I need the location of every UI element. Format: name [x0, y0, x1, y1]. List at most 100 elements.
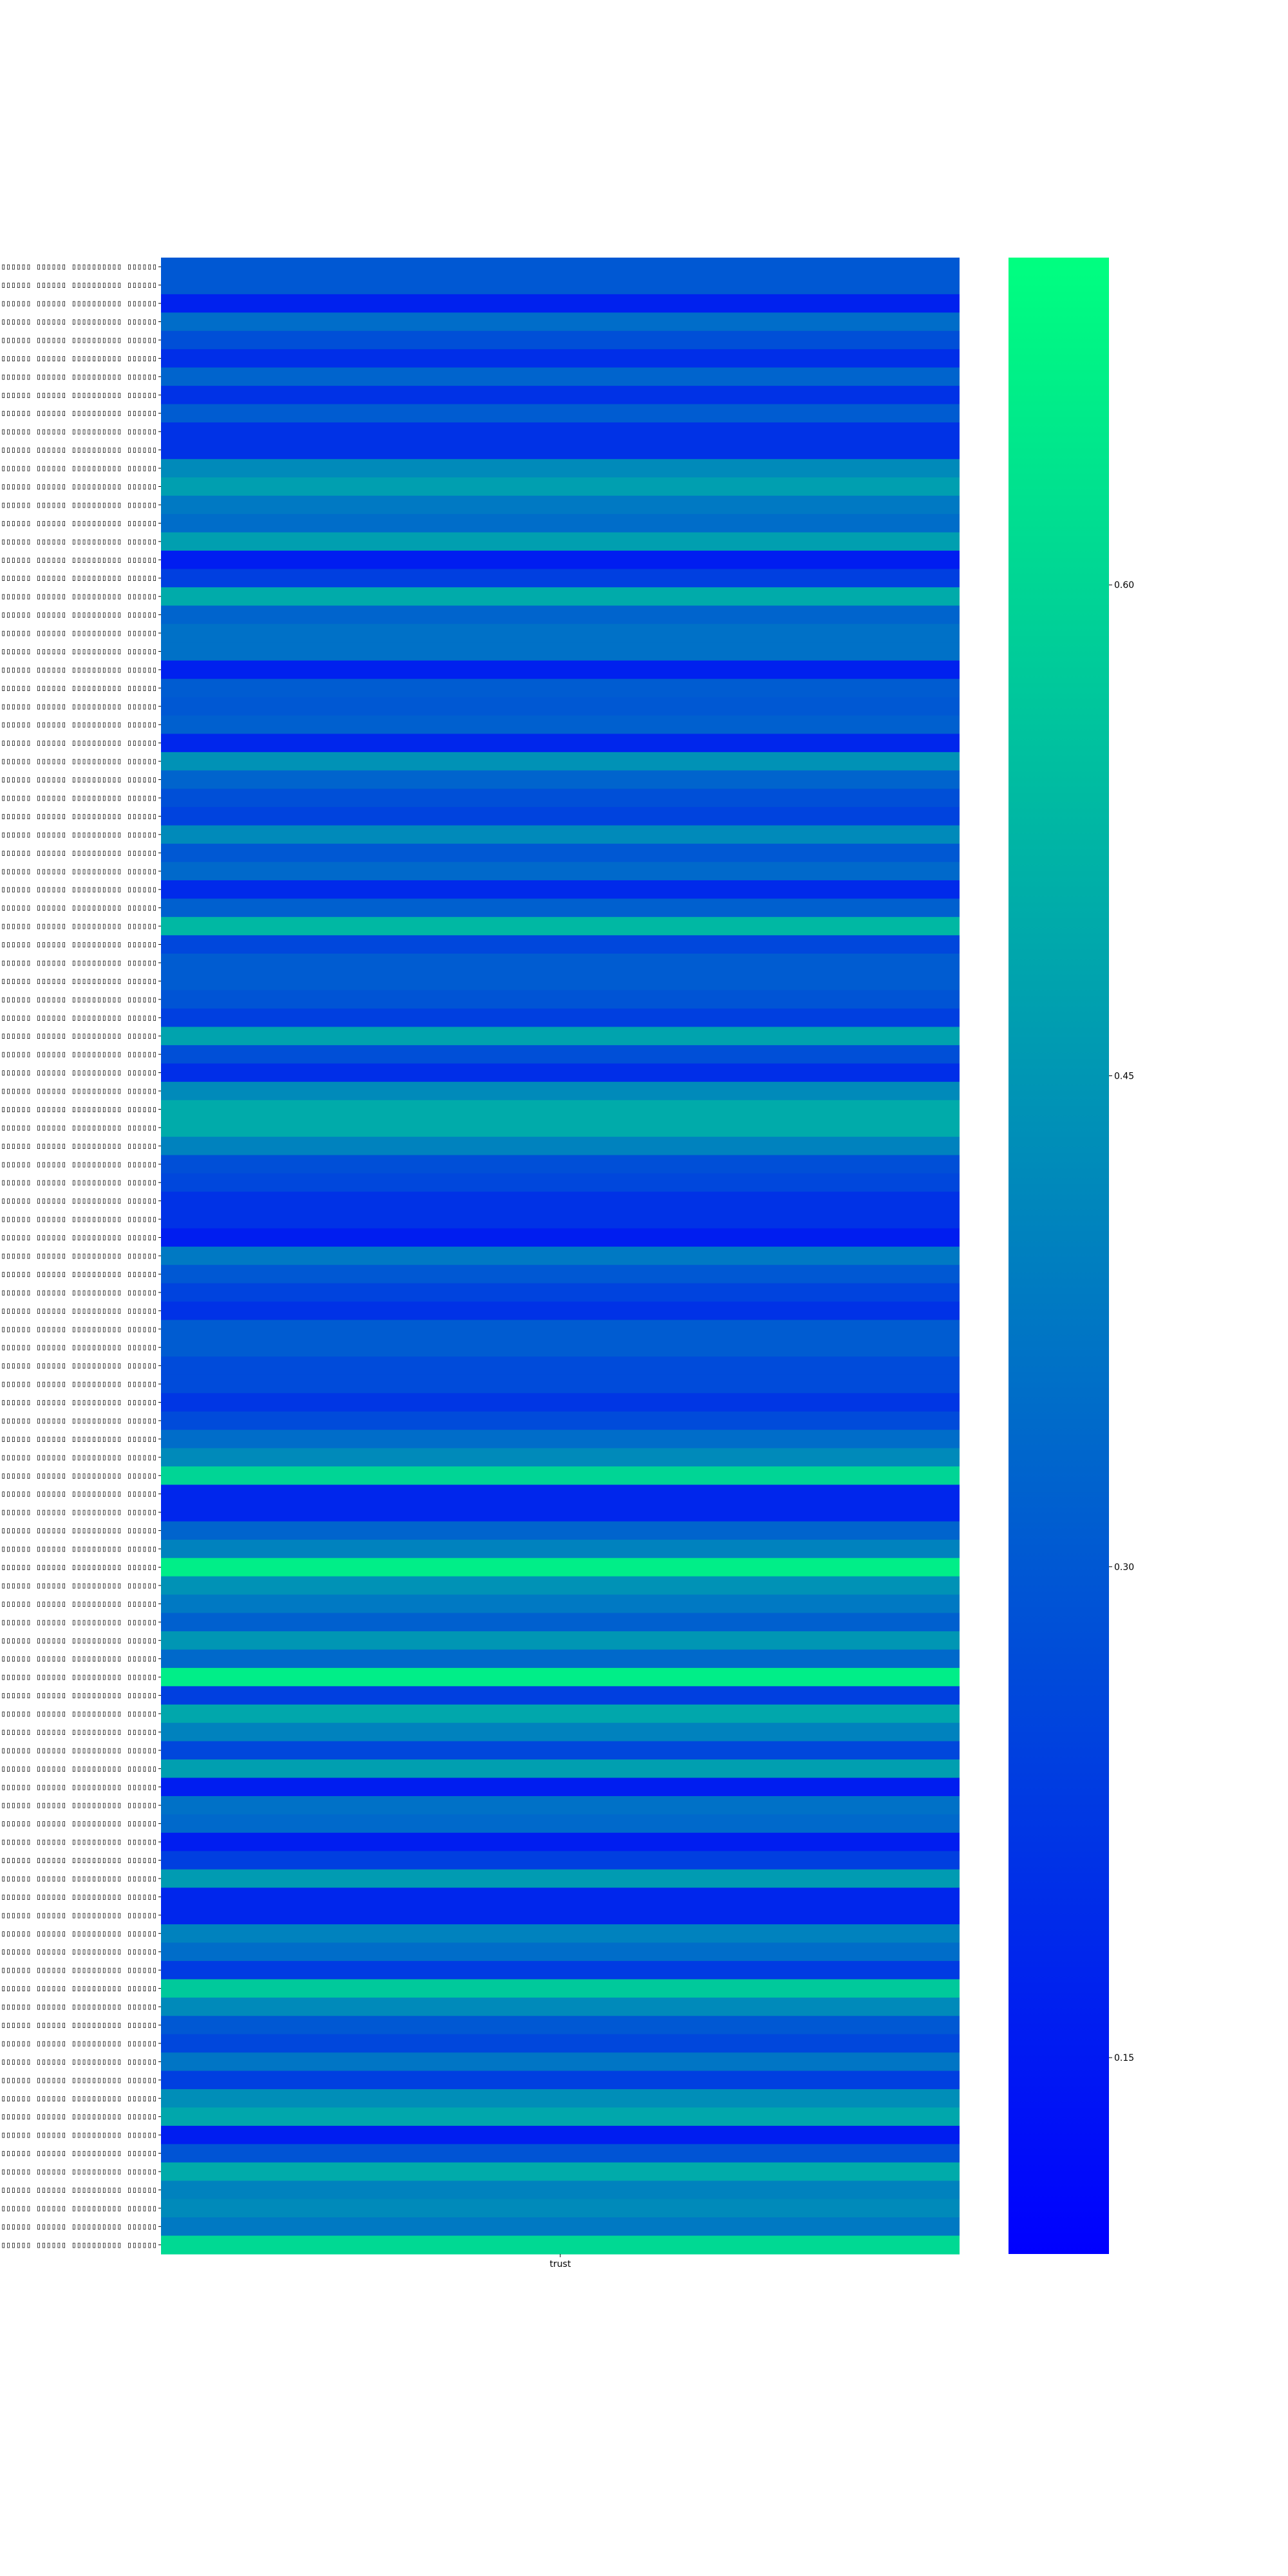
x-tick-label: trust: [550, 2259, 571, 2269]
heatmap-cell: [161, 330, 960, 350]
heatmap-cell: [161, 1667, 960, 1687]
row-label: ▯▯▯▯▯▯▯▯▯▯▯▯▯▯▯▯▯ ▯▯▯▯▯▯ ▯▯▯▯▯▯▯▯▯▯ ▯▯▯▯…: [0, 464, 157, 473]
row-label: ▯▯▯▯▯▯▯▯▯▯▯▯▯▯▯▯▯ ▯▯▯▯▯▯ ▯▯▯▯▯▯▯▯▯▯ ▯▯▯▯…: [0, 1068, 157, 1078]
row-label: ▯▯▯▯▯▯▯▯▯▯▯▯▯▯▯▯▯ ▯▯▯▯▯▯ ▯▯▯▯▯▯▯▯▯▯ ▯▯▯▯…: [0, 720, 157, 730]
heatmap-cell: [161, 1558, 960, 1577]
heatmap-cell: [161, 1924, 960, 1944]
row-label: ▯▯▯▯▯▯▯▯▯▯▯▯▯▯▯▯▯ ▯▯▯▯▯▯ ▯▯▯▯▯▯▯▯▯▯ ▯▯▯▯…: [0, 1123, 157, 1133]
row-label: ▯▯▯▯▯▯▯▯▯▯▯▯▯▯▯▯▯ ▯▯▯▯▯▯ ▯▯▯▯▯▯▯▯▯▯ ▯▯▯▯…: [0, 1215, 157, 1224]
heatmap-cell: [161, 1155, 960, 1174]
heatmap-cell: [161, 312, 960, 332]
row-label: ▯▯▯▯▯▯▯▯▯▯▯▯▯▯▯▯▯ ▯▯▯▯▯▯ ▯▯▯▯▯▯▯▯▯▯ ▯▯▯▯…: [0, 1288, 157, 1298]
heatmap-cell: [161, 1430, 960, 1449]
row-label: ▯▯▯▯▯▯▯▯▯▯▯▯▯▯▯▯▯ ▯▯▯▯▯▯ ▯▯▯▯▯▯▯▯▯▯ ▯▯▯▯…: [0, 1379, 157, 1389]
heatmap-cell: [161, 734, 960, 753]
row-label: ▯▯▯▯▯▯▯▯▯▯▯▯▯▯▯▯▯ ▯▯▯▯▯▯ ▯▯▯▯▯▯▯▯▯▯ ▯▯▯▯…: [0, 1251, 157, 1261]
row-label: ▯▯▯▯▯▯▯▯▯▯▯▯▯▯▯▯▯ ▯▯▯▯▯▯ ▯▯▯▯▯▯▯▯▯▯ ▯▯▯▯…: [0, 1984, 157, 1994]
heatmap-cell: [161, 2016, 960, 2035]
heatmap-cell: [161, 697, 960, 716]
heatmap-cell: [161, 1448, 960, 1467]
row-label: ▯▯▯▯▯▯▯▯▯▯▯▯▯▯▯▯▯ ▯▯▯▯▯▯ ▯▯▯▯▯▯▯▯▯▯ ▯▯▯▯…: [0, 647, 157, 656]
row-label: ▯▯▯▯▯▯▯▯▯▯▯▯▯▯▯▯▯ ▯▯▯▯▯▯ ▯▯▯▯▯▯▯▯▯▯ ▯▯▯▯…: [0, 2039, 157, 2049]
heatmap-cell: [161, 1265, 960, 1284]
row-label: ▯▯▯▯▯▯▯▯▯▯▯▯▯▯▯▯▯ ▯▯▯▯▯▯ ▯▯▯▯▯▯▯▯▯▯ ▯▯▯▯…: [0, 995, 157, 1005]
heatmap-cell: [161, 422, 960, 441]
heatmap-cell: [161, 1997, 960, 2016]
row-label: ▯▯▯▯▯▯▯▯▯▯▯▯▯▯▯▯▯ ▯▯▯▯▯▯ ▯▯▯▯▯▯▯▯▯▯ ▯▯▯▯…: [0, 611, 157, 620]
row-label: ▯▯▯▯▯▯▯▯▯▯▯▯▯▯▯▯▯ ▯▯▯▯▯▯ ▯▯▯▯▯▯▯▯▯▯ ▯▯▯▯…: [0, 1160, 157, 1170]
heatmap-cell: [161, 1704, 960, 1723]
heatmap-cell: [161, 1173, 960, 1193]
heatmap-cell: [161, 386, 960, 405]
row-label: ▯▯▯▯▯▯▯▯▯▯▯▯▯▯▯▯▯ ▯▯▯▯▯▯ ▯▯▯▯▯▯▯▯▯▯ ▯▯▯▯…: [0, 2240, 157, 2250]
row-label: ▯▯▯▯▯▯▯▯▯▯▯▯▯▯▯▯▯ ▯▯▯▯▯▯ ▯▯▯▯▯▯▯▯▯▯ ▯▯▯▯…: [0, 1490, 157, 1499]
row-label: ▯▯▯▯▯▯▯▯▯▯▯▯▯▯▯▯▯ ▯▯▯▯▯▯ ▯▯▯▯▯▯▯▯▯▯ ▯▯▯▯…: [0, 922, 157, 931]
row-label: ▯▯▯▯▯▯▯▯▯▯▯▯▯▯▯▯▯ ▯▯▯▯▯▯ ▯▯▯▯▯▯▯▯▯▯ ▯▯▯▯…: [0, 1269, 157, 1279]
row-label: ▯▯▯▯▯▯▯▯▯▯▯▯▯▯▯▯▯ ▯▯▯▯▯▯ ▯▯▯▯▯▯▯▯▯▯ ▯▯▯▯…: [0, 1965, 157, 1975]
heatmap-cell: [161, 258, 960, 277]
row-label: ▯▯▯▯▯▯▯▯▯▯▯▯▯▯▯▯▯ ▯▯▯▯▯▯ ▯▯▯▯▯▯▯▯▯▯ ▯▯▯▯…: [0, 390, 157, 400]
heatmap-cell: [161, 2144, 960, 2163]
row-label: ▯▯▯▯▯▯▯▯▯▯▯▯▯▯▯▯▯ ▯▯▯▯▯▯ ▯▯▯▯▯▯▯▯▯▯ ▯▯▯▯…: [0, 2185, 157, 2195]
heatmap-cell: [161, 1502, 960, 1522]
heatmap-cell: [161, 495, 960, 515]
heatmap-cell: [161, 477, 960, 497]
heatmap-cell: [161, 1906, 960, 1925]
heatmap-cell: [161, 825, 960, 844]
heatmap-cell: [161, 844, 960, 863]
row-label: ▯▯▯▯▯▯▯▯▯▯▯▯▯▯▯▯▯ ▯▯▯▯▯▯ ▯▯▯▯▯▯▯▯▯▯ ▯▯▯▯…: [0, 683, 157, 693]
heatmap-cell: [161, 2070, 960, 2090]
row-label: ▯▯▯▯▯▯▯▯▯▯▯▯▯▯▯▯▯ ▯▯▯▯▯▯ ▯▯▯▯▯▯▯▯▯▯ ▯▯▯▯…: [0, 1691, 157, 1701]
x-axis: trust: [550, 2254, 571, 2269]
heatmap-cell: [161, 953, 960, 972]
row-label: ▯▯▯▯▯▯▯▯▯▯▯▯▯▯▯▯▯ ▯▯▯▯▯▯ ▯▯▯▯▯▯▯▯▯▯ ▯▯▯▯…: [0, 1856, 157, 1866]
row-label: ▯▯▯▯▯▯▯▯▯▯▯▯▯▯▯▯▯ ▯▯▯▯▯▯ ▯▯▯▯▯▯▯▯▯▯ ▯▯▯▯…: [0, 281, 157, 290]
heatmap-cell: [161, 404, 960, 423]
colorbar-tick-label: 0.15: [1114, 2053, 1134, 2063]
heatmap-cell: [161, 1009, 960, 1028]
row-label: ▯▯▯▯▯▯▯▯▯▯▯▯▯▯▯▯▯ ▯▯▯▯▯▯ ▯▯▯▯▯▯▯▯▯▯ ▯▯▯▯…: [0, 317, 157, 327]
row-label: ▯▯▯▯▯▯▯▯▯▯▯▯▯▯▯▯▯ ▯▯▯▯▯▯ ▯▯▯▯▯▯▯▯▯▯ ▯▯▯▯…: [0, 1837, 157, 1847]
row-label: ▯▯▯▯▯▯▯▯▯▯▯▯▯▯▯▯▯ ▯▯▯▯▯▯ ▯▯▯▯▯▯▯▯▯▯ ▯▯▯▯…: [0, 1325, 157, 1334]
row-label: ▯▯▯▯▯▯▯▯▯▯▯▯▯▯▯▯▯ ▯▯▯▯▯▯ ▯▯▯▯▯▯▯▯▯▯ ▯▯▯▯…: [0, 1581, 157, 1591]
row-label: ▯▯▯▯▯▯▯▯▯▯▯▯▯▯▯▯▯ ▯▯▯▯▯▯ ▯▯▯▯▯▯▯▯▯▯ ▯▯▯▯…: [0, 1361, 157, 1371]
heatmap-cell: [161, 788, 960, 808]
row-label: ▯▯▯▯▯▯▯▯▯▯▯▯▯▯▯▯▯ ▯▯▯▯▯▯ ▯▯▯▯▯▯▯▯▯▯ ▯▯▯▯…: [0, 739, 157, 748]
heatmap-cell: [161, 1741, 960, 1760]
row-label: ▯▯▯▯▯▯▯▯▯▯▯▯▯▯▯▯▯ ▯▯▯▯▯▯ ▯▯▯▯▯▯▯▯▯▯ ▯▯▯▯…: [0, 1874, 157, 1884]
row-label: ▯▯▯▯▯▯▯▯▯▯▯▯▯▯▯▯▯ ▯▯▯▯▯▯ ▯▯▯▯▯▯▯▯▯▯ ▯▯▯▯…: [0, 2057, 157, 2067]
row-label: ▯▯▯▯▯▯▯▯▯▯▯▯▯▯▯▯▯ ▯▯▯▯▯▯ ▯▯▯▯▯▯▯▯▯▯ ▯▯▯▯…: [0, 537, 157, 547]
heatmap-cell: [161, 2181, 960, 2200]
heatmap-cell: [161, 1320, 960, 1339]
heatmap-cell: [161, 440, 960, 460]
heatmap-cell: [161, 1723, 960, 1742]
heatmap-cell: [161, 459, 960, 478]
row-label: ▯▯▯▯▯▯▯▯▯▯▯▯▯▯▯▯▯ ▯▯▯▯▯▯ ▯▯▯▯▯▯▯▯▯▯ ▯▯▯▯…: [0, 1727, 157, 1737]
heatmap-cell: [161, 642, 960, 661]
heatmap-cell: [161, 715, 960, 735]
row-label: ▯▯▯▯▯▯▯▯▯▯▯▯▯▯▯▯▯ ▯▯▯▯▯▯ ▯▯▯▯▯▯▯▯▯▯ ▯▯▯▯…: [0, 446, 157, 455]
row-label: ▯▯▯▯▯▯▯▯▯▯▯▯▯▯▯▯▯ ▯▯▯▯▯▯ ▯▯▯▯▯▯▯▯▯▯ ▯▯▯▯…: [0, 2112, 157, 2122]
heatmap-cell: [161, 1814, 960, 1833]
heatmap-cell: [161, 1137, 960, 1156]
heatmap-cell: [161, 551, 960, 570]
row-label: ▯▯▯▯▯▯▯▯▯▯▯▯▯▯▯▯▯ ▯▯▯▯▯▯ ▯▯▯▯▯▯▯▯▯▯ ▯▯▯▯…: [0, 2222, 157, 2231]
row-label: ▯▯▯▯▯▯▯▯▯▯▯▯▯▯▯▯▯ ▯▯▯▯▯▯ ▯▯▯▯▯▯▯▯▯▯ ▯▯▯▯…: [0, 1746, 157, 1756]
row-label: ▯▯▯▯▯▯▯▯▯▯▯▯▯▯▯▯▯ ▯▯▯▯▯▯ ▯▯▯▯▯▯▯▯▯▯ ▯▯▯▯…: [0, 1306, 157, 1316]
heatmap-cell: [161, 367, 960, 386]
row-label: ▯▯▯▯▯▯▯▯▯▯▯▯▯▯▯▯▯ ▯▯▯▯▯▯ ▯▯▯▯▯▯▯▯▯▯ ▯▯▯▯…: [0, 1453, 157, 1463]
row-label: ▯▯▯▯▯▯▯▯▯▯▯▯▯▯▯▯▯ ▯▯▯▯▯▯ ▯▯▯▯▯▯▯▯▯▯ ▯▯▯▯…: [0, 1032, 157, 1041]
row-label: ▯▯▯▯▯▯▯▯▯▯▯▯▯▯▯▯▯ ▯▯▯▯▯▯ ▯▯▯▯▯▯▯▯▯▯ ▯▯▯▯…: [0, 976, 157, 986]
row-label: ▯▯▯▯▯▯▯▯▯▯▯▯▯▯▯▯▯ ▯▯▯▯▯▯ ▯▯▯▯▯▯▯▯▯▯ ▯▯▯▯…: [0, 1416, 157, 1426]
row-label: ▯▯▯▯▯▯▯▯▯▯▯▯▯▯▯▯▯ ▯▯▯▯▯▯ ▯▯▯▯▯▯▯▯▯▯ ▯▯▯▯…: [0, 592, 157, 601]
heatmap-cell: [161, 1979, 960, 1998]
row-label: ▯▯▯▯▯▯▯▯▯▯▯▯▯▯▯▯▯ ▯▯▯▯▯▯ ▯▯▯▯▯▯▯▯▯▯ ▯▯▯▯…: [0, 482, 157, 492]
row-label: ▯▯▯▯▯▯▯▯▯▯▯▯▯▯▯▯▯ ▯▯▯▯▯▯ ▯▯▯▯▯▯▯▯▯▯ ▯▯▯▯…: [0, 336, 157, 345]
row-label: ▯▯▯▯▯▯▯▯▯▯▯▯▯▯▯▯▯ ▯▯▯▯▯▯ ▯▯▯▯▯▯▯▯▯▯ ▯▯▯▯…: [0, 1819, 157, 1829]
heatmap-cells: [161, 258, 960, 2255]
heatmap-cell: [161, 1063, 960, 1083]
row-label: ▯▯▯▯▯▯▯▯▯▯▯▯▯▯▯▯▯ ▯▯▯▯▯▯ ▯▯▯▯▯▯▯▯▯▯ ▯▯▯▯…: [0, 2021, 157, 2031]
heatmap-cell: [161, 1795, 960, 1815]
row-label: ▯▯▯▯▯▯▯▯▯▯▯▯▯▯▯▯▯ ▯▯▯▯▯▯ ▯▯▯▯▯▯▯▯▯▯ ▯▯▯▯…: [0, 702, 157, 712]
row-label: ▯▯▯▯▯▯▯▯▯▯▯▯▯▯▯▯▯ ▯▯▯▯▯▯ ▯▯▯▯▯▯▯▯▯▯ ▯▯▯▯…: [0, 1947, 157, 1957]
